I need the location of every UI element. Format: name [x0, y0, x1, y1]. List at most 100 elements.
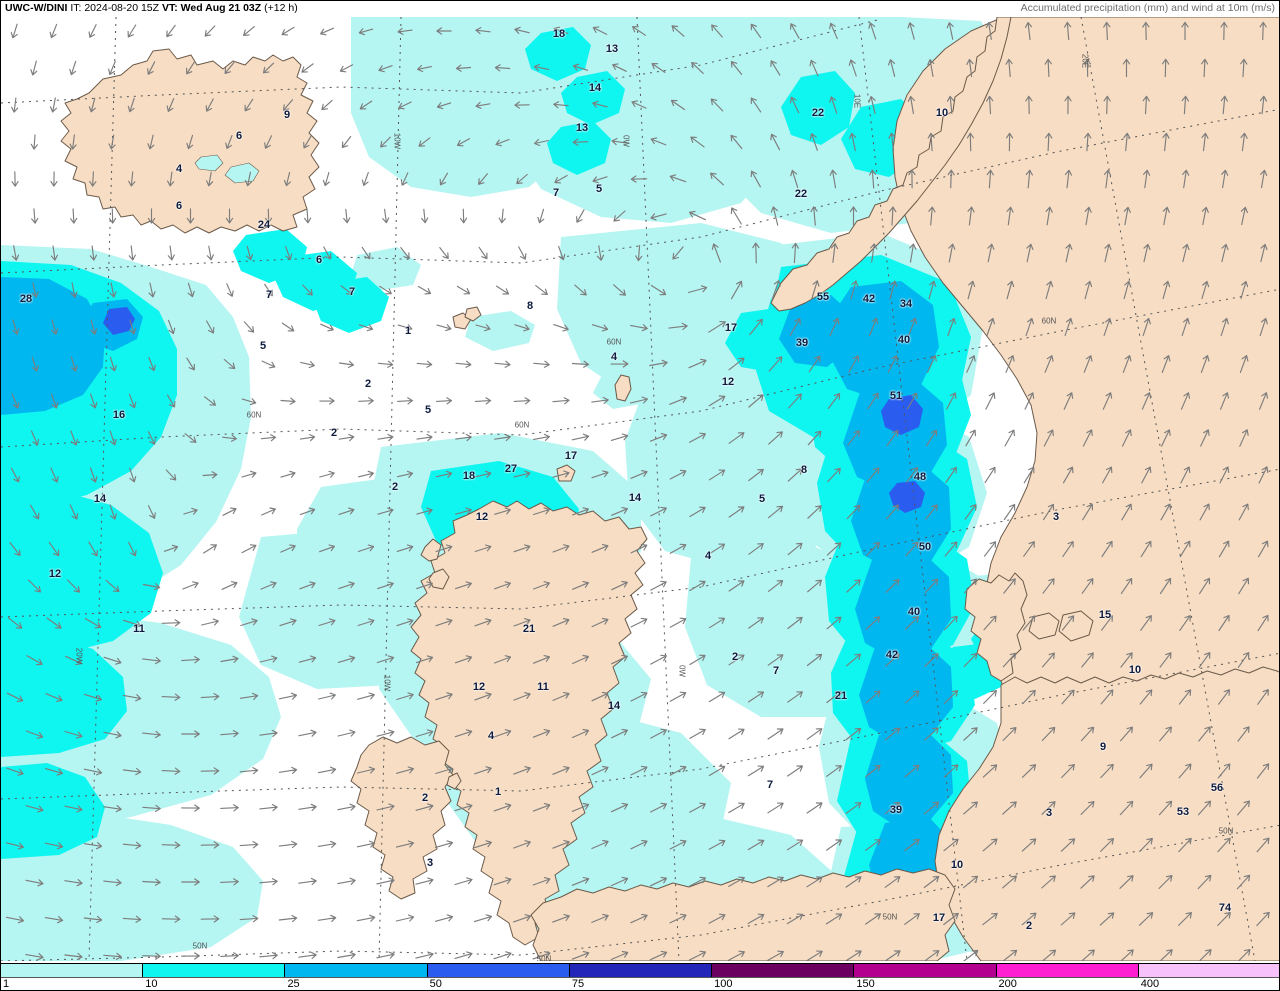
- wind-arrow: [537, 208, 545, 224]
- wind-arrow: [966, 58, 974, 78]
- map-canvas[interactable]: 10W 0W 10E 20E 20W 10W 0W 60N 60N 60N 60N 50N 50N 50N…: [1, 17, 1279, 961]
- wind-arrow: [926, 429, 938, 447]
- wind-arrow: [498, 208, 506, 224]
- wind-arrow: [1061, 689, 1075, 705]
- wind-arrow: [1240, 206, 1248, 226]
- wind-arrow: [1201, 206, 1209, 226]
- wind-arrow: [241, 470, 257, 478]
- wind-arrow: [1140, 615, 1152, 631]
- scale-band-50[interactable]: [427, 964, 570, 977]
- graticule-label: 50N: [882, 912, 898, 922]
- wind-arrow: [11, 97, 19, 113]
- wind-arrow: [220, 730, 239, 738]
- wind-arrow: [66, 579, 81, 593]
- wind-arrow: [535, 285, 548, 295]
- wind-arrow: [1042, 578, 1055, 594]
- wind-arrow: [730, 134, 743, 150]
- wind-arrow: [1061, 763, 1075, 779]
- wind-arrow: [280, 544, 296, 553]
- wind-arrow: [925, 504, 938, 520]
- scale-band-150[interactable]: [854, 964, 997, 977]
- wind-arrow: [946, 22, 954, 40]
- wind-arrow: [396, 618, 414, 627]
- wind-arrow: [493, 877, 512, 886]
- wind-arrow: [1259, 392, 1269, 410]
- wind-arrow: [304, 208, 312, 224]
- wind-arrow: [415, 655, 434, 664]
- wind-arrow: [1239, 429, 1249, 447]
- graticule: [1, 17, 1279, 961]
- wind-arrow: [285, 246, 293, 260]
- wind-arrow: [552, 397, 570, 405]
- wind-arrow: [161, 693, 181, 701]
- wind-arrow: [341, 136, 352, 148]
- wind-arrow: [730, 207, 742, 225]
- wind-arrow: [11, 171, 19, 187]
- wind-arrow: [806, 728, 823, 740]
- wind-arrow: [6, 692, 24, 703]
- wind-arrow: [513, 766, 531, 775]
- scale-band-10[interactable]: [143, 964, 286, 977]
- wind-arrow: [416, 507, 433, 515]
- wind-arrow: [591, 544, 609, 553]
- wind-arrow: [787, 542, 803, 556]
- scale-band-1[interactable]: [1, 964, 144, 977]
- wind-arrow: [88, 541, 98, 557]
- wind-arrow: [46, 617, 62, 629]
- wind-arrow: [1159, 577, 1172, 595]
- scale-band-25[interactable]: [285, 964, 428, 977]
- scale-band-400[interactable]: [1138, 964, 1279, 977]
- wind-arrow: [591, 691, 609, 702]
- wind-arrow: [343, 208, 351, 224]
- wind-arrow: [298, 951, 317, 960]
- wind-arrow: [1061, 615, 1075, 631]
- wind-arrow: [650, 580, 667, 591]
- wind-arrow: [359, 100, 373, 110]
- wind-arrow: [10, 23, 18, 39]
- wind-arrow: [1026, 243, 1034, 263]
- wind-arrow: [909, 243, 917, 263]
- scale-band-75[interactable]: [569, 964, 713, 977]
- wind-arrow: [64, 952, 83, 961]
- wind-arrow: [1218, 540, 1230, 558]
- wind-arrow: [186, 357, 195, 371]
- wind-arrow: [495, 138, 510, 147]
- wind-arrow: [827, 393, 841, 409]
- wind-arrow: [770, 133, 781, 151]
- wind-arrow: [591, 913, 609, 923]
- scale-band-100[interactable]: [712, 964, 855, 977]
- wind-arrow: [572, 138, 589, 146]
- wind-arrow: [532, 655, 551, 664]
- wind-arrow: [630, 617, 648, 628]
- wind-arrow: [278, 766, 298, 774]
- wind-arrow: [1081, 578, 1094, 594]
- wind-arrow: [319, 470, 335, 478]
- wind-arrow: [904, 764, 920, 778]
- wind-arrow: [610, 360, 629, 368]
- colour-scale[interactable]: 1 10 25 50 75 100 150 200 400: [1, 961, 1279, 990]
- colour-scale-bar[interactable]: [1, 963, 1279, 978]
- wind-arrow: [907, 22, 915, 40]
- wind-arrow: [89, 467, 98, 483]
- wind-arrow: [1120, 578, 1133, 594]
- wind-arrow: [1201, 132, 1209, 152]
- wind-arrow: [571, 728, 590, 739]
- wind-arrow: [1240, 280, 1249, 300]
- wind-arrow: [748, 691, 764, 703]
- wind-arrow: [948, 243, 956, 263]
- wind-arrow: [1101, 615, 1113, 631]
- wind-arrow: [455, 507, 472, 515]
- wind-arrow: [493, 803, 512, 812]
- wind-arrow: [552, 618, 570, 627]
- wind-arrow: [166, 98, 175, 112]
- wind-arrow: [1257, 540, 1269, 558]
- wind-arrow: [361, 172, 369, 186]
- wind-arrow: [1045, 280, 1054, 300]
- wind-arrow: [964, 578, 977, 594]
- wind-arrow: [552, 766, 570, 775]
- scale-band-200[interactable]: [996, 964, 1139, 977]
- wind-arrow: [7, 617, 23, 629]
- wind-arrow: [596, 245, 605, 261]
- wind-arrow: [650, 654, 667, 665]
- wind-arrow: [1024, 392, 1035, 410]
